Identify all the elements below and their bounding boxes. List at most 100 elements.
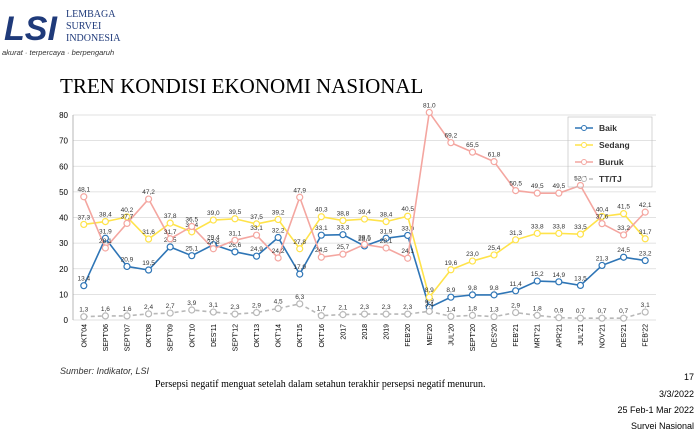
point [80, 193, 88, 201]
point [123, 262, 131, 271]
point [555, 314, 563, 322]
value-label: 2,4 [144, 304, 153, 311]
value-label: 31,6 [142, 229, 155, 236]
value-label: 40,5 [401, 206, 414, 213]
x-tick-label: 2019 [384, 324, 391, 340]
value-label: 17,9 [293, 264, 306, 271]
value-label: 48,1 [77, 187, 90, 194]
value-label: 3,1 [641, 302, 650, 309]
series-line [83, 303, 646, 320]
value-label: 0,7 [619, 308, 628, 315]
point [533, 311, 541, 319]
x-tick-label: 2017 [340, 324, 347, 340]
value-label: 26,6 [229, 242, 242, 249]
point [252, 252, 261, 260]
point [80, 313, 88, 321]
point [360, 215, 369, 223]
point [447, 293, 455, 301]
x-tick-label: DES'11 [211, 324, 218, 347]
point [166, 235, 174, 243]
point [274, 215, 282, 224]
value-label: 11,4 [510, 281, 523, 288]
y-tick-label: 30 [59, 239, 68, 248]
x-tick-label: SEPT'12 [232, 324, 239, 352]
point [80, 220, 88, 229]
value-label: 33,5 [574, 224, 587, 231]
value-label: 38,4 [99, 212, 112, 219]
point [598, 212, 606, 221]
point [144, 266, 153, 274]
point [80, 282, 88, 290]
point [101, 218, 109, 226]
point [188, 222, 196, 231]
value-label: 29,5 [358, 234, 371, 241]
value-label: 27,8 [207, 239, 220, 246]
point [512, 186, 520, 195]
point [274, 254, 282, 262]
point [317, 312, 325, 320]
point [620, 231, 628, 239]
point [209, 308, 217, 316]
point [382, 218, 390, 226]
value-label: 2,3 [230, 304, 239, 311]
plot: 0 10 20 30 40 50 60 70 80 OKT'04 SEPT'06 SEPT'07 OKT… [59, 102, 656, 351]
value-label: 31,7 [164, 229, 177, 236]
value-label: 47,2 [142, 189, 155, 196]
point [576, 181, 585, 190]
point [296, 270, 304, 278]
point [166, 243, 174, 251]
point [490, 291, 498, 299]
x-tick-label: SEPT'20 [470, 324, 477, 352]
legend-marker [581, 159, 587, 165]
value-label: 1,6 [101, 306, 110, 313]
point [339, 216, 347, 225]
value-label: 24,5 [315, 247, 328, 254]
x-tick-label: OKT'08 [146, 324, 153, 348]
x-tick-label: OKT'04 [81, 324, 88, 348]
survey: Survei Nasional [631, 421, 694, 431]
point [188, 306, 196, 314]
point [425, 307, 433, 315]
tagline: akurat · terpercaya · berpengaruh [2, 48, 114, 57]
value-label: 4,5 [274, 298, 283, 305]
point [382, 310, 390, 318]
point [620, 253, 628, 261]
value-label: 27,8 [293, 239, 306, 246]
value-label: 2,3 [360, 304, 369, 311]
point [490, 313, 498, 321]
point [404, 212, 412, 220]
point [576, 230, 585, 238]
point [555, 229, 563, 237]
x-tick-label: APR'21 [556, 324, 563, 348]
value-label: 24,5 [617, 247, 630, 254]
value-label: 33,1 [315, 225, 328, 232]
y-tick-label: 50 [59, 188, 68, 197]
value-label: 0,7 [597, 308, 606, 315]
value-label: 1,4 [446, 306, 455, 313]
value-label: 9,8 [468, 285, 477, 292]
point [274, 233, 282, 242]
value-label: 2,9 [252, 303, 261, 310]
y-tick-label: 10 [59, 290, 68, 299]
point [404, 254, 412, 262]
point [468, 311, 477, 319]
value-label: 20,9 [121, 256, 134, 263]
point [447, 266, 455, 274]
org-name: INDONESIA [66, 33, 121, 44]
value-label: 2,3 [403, 304, 412, 311]
point [641, 208, 649, 216]
value-label: 52,5 [574, 175, 587, 182]
value-label: 1,3 [79, 307, 88, 314]
date: 3/3/2022 [659, 389, 694, 399]
y-tick-label: 40 [59, 214, 68, 223]
org-name: LEMBAGA [66, 9, 116, 20]
y-tick-label: 80 [59, 111, 68, 120]
point [620, 314, 628, 322]
value-label: 33,3 [337, 225, 350, 232]
point [360, 240, 369, 249]
point [382, 234, 390, 242]
value-label: 47,9 [293, 187, 306, 194]
x-tick-label: NOV'21 [600, 324, 607, 348]
value-label: 50,5 [509, 181, 522, 188]
x-tick-label: JUL'21 [578, 324, 585, 346]
